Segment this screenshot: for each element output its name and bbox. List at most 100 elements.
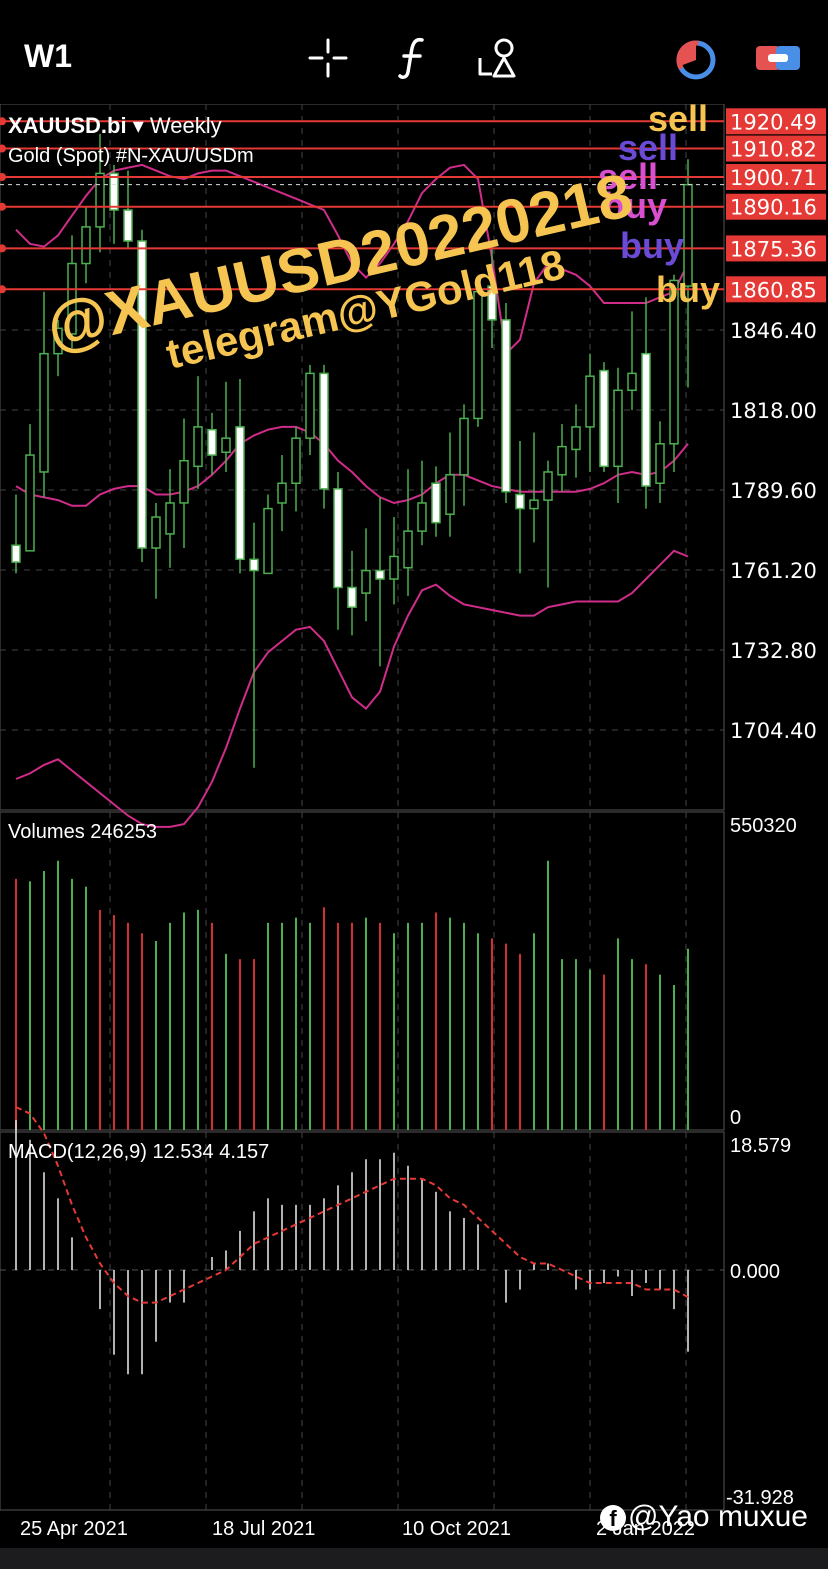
candle-body: [263, 507, 273, 575]
price-level-tag: 1900.71: [730, 166, 817, 190]
candle-body: [361, 569, 371, 594]
candle-body: [305, 372, 315, 439]
price-level-marker: [0, 244, 6, 253]
price-level-tag: 1890.16: [730, 196, 817, 220]
candle-body: [193, 426, 203, 468]
candle-body: [473, 290, 483, 420]
price-level-tag-bg: [726, 108, 826, 135]
time-axis-label: 25 Apr 2021: [20, 1518, 128, 1540]
symbol-description: Gold (Spot) #N-XAU/USDm: [8, 145, 254, 167]
candle-body: [319, 372, 329, 490]
watermark: @XAUUSD20220218 telegram@YGold118: [40, 161, 638, 378]
candle-body: [151, 516, 161, 549]
price-level-tag-bg: [726, 235, 826, 262]
candle-body: [669, 279, 679, 445]
price-level-tag-bg: [726, 193, 826, 220]
candle-body: [95, 172, 105, 228]
candle-body: [109, 172, 119, 211]
author-credit: f @Yao muxue: [600, 1500, 808, 1534]
candle-body: [179, 459, 189, 504]
facebook-icon: f: [600, 1505, 626, 1532]
middle-band-line: [15, 425, 689, 507]
volume-axis-bottom: 0: [730, 1107, 741, 1129]
price-chart[interactable]: 1846.40 1818.00 1789.60 1761.20 1732.80 …: [0, 104, 828, 1548]
sell-annotation: sell: [648, 104, 708, 139]
objects-icon[interactable]: [470, 30, 526, 86]
price-axis-label: 1846.40: [730, 319, 817, 343]
price-level-marker: [0, 117, 6, 126]
price-levels: [0, 117, 724, 294]
volume-axis-top: 550320: [730, 815, 797, 837]
macd-axis-bottom: -31.928: [726, 1487, 794, 1509]
candle-body: [459, 417, 469, 476]
candle-body: [67, 262, 77, 335]
macd-axis-zero: 0.000: [730, 1261, 780, 1283]
candle-body: [39, 352, 49, 473]
top-toolbar: W1: [0, 0, 828, 104]
macd-title: MACD(12,26,9) 12.534 4.157: [8, 1141, 269, 1163]
timeframe-selector[interactable]: W1: [24, 38, 72, 74]
candle-body: [529, 499, 539, 510]
macd-pane-frame: [0, 1131, 725, 1511]
trade-icon[interactable]: [750, 30, 806, 86]
candle-body: [11, 544, 21, 563]
time-axis-label: 18 Jul 2021: [212, 1518, 315, 1540]
candle-body: [235, 426, 245, 561]
price-axis-label: 1818.00: [730, 399, 817, 423]
level-price-tags: 1920.49 1910.82 1900.71 1890.16 1875.36 1860.…: [726, 108, 826, 303]
candle-body: [417, 502, 427, 532]
price-level-tag-bg: [726, 164, 826, 191]
candle-body: [599, 369, 609, 468]
candle-body: [571, 426, 581, 451]
macd-axis-top: 18.579: [730, 1135, 791, 1157]
candle-body: [543, 471, 553, 501]
candle-body: [585, 375, 595, 428]
price-level-marker: [0, 144, 6, 153]
price-level-tag: 1920.49: [730, 110, 817, 134]
candle-body: [137, 240, 147, 549]
candle-body: [221, 437, 231, 454]
candle-body: [501, 319, 511, 493]
sell-annotation: sell: [618, 127, 678, 168]
price-level-tag: 1910.82: [730, 138, 817, 162]
candle-body: [557, 445, 567, 476]
price-level-tag: 1875.36: [730, 237, 817, 261]
candle-body: [655, 443, 665, 484]
candle-body: [641, 352, 651, 487]
sell-annotation: sell: [598, 156, 658, 197]
candle-body: [375, 569, 385, 580]
candle-body: [277, 482, 287, 504]
upper-band-line: [15, 163, 689, 356]
candle-body: [291, 437, 301, 484]
macd-indicator: [0, 1106, 724, 1375]
lower-band-line: [15, 549, 689, 828]
price-level-marker: [0, 202, 6, 211]
candle-body: [389, 555, 399, 580]
timer-icon[interactable]: [668, 30, 724, 86]
volume-bars: [15, 860, 689, 1130]
buy-annotation: buy: [603, 185, 667, 226]
candle-body: [403, 530, 413, 569]
envelope-bands: [15, 163, 689, 828]
buy-annotation: buy: [620, 225, 684, 266]
price-level-tag-bg: [726, 135, 826, 162]
main-pane-frame: [0, 104, 725, 811]
symbol-label[interactable]: XAUUSD.bi ▾ Weekly: [8, 113, 222, 138]
volume-pane-frame: [0, 811, 725, 1131]
candlestick-series: [11, 133, 693, 768]
function-icon[interactable]: [386, 30, 442, 86]
bottom-nav-bar: [0, 1548, 828, 1569]
candle-body: [81, 226, 91, 265]
buy-annotation: buy: [656, 269, 720, 310]
price-level-tag-bg: [726, 276, 826, 303]
candle-body: [347, 586, 357, 608]
price-axis-label: 1789.60: [730, 479, 817, 503]
price-level-marker: [0, 285, 6, 294]
candle-body: [249, 558, 259, 572]
time-axis: 25 Apr 2021 18 Jul 2021 10 Oct 2021 2 Ja…: [20, 1518, 695, 1540]
trade-annotations: sell sell sell buy buy buy: [598, 104, 720, 310]
chart-grid: [0, 104, 725, 1511]
candle-body: [207, 428, 217, 456]
crosshair-icon[interactable]: [300, 30, 356, 86]
candle-body: [431, 482, 441, 524]
